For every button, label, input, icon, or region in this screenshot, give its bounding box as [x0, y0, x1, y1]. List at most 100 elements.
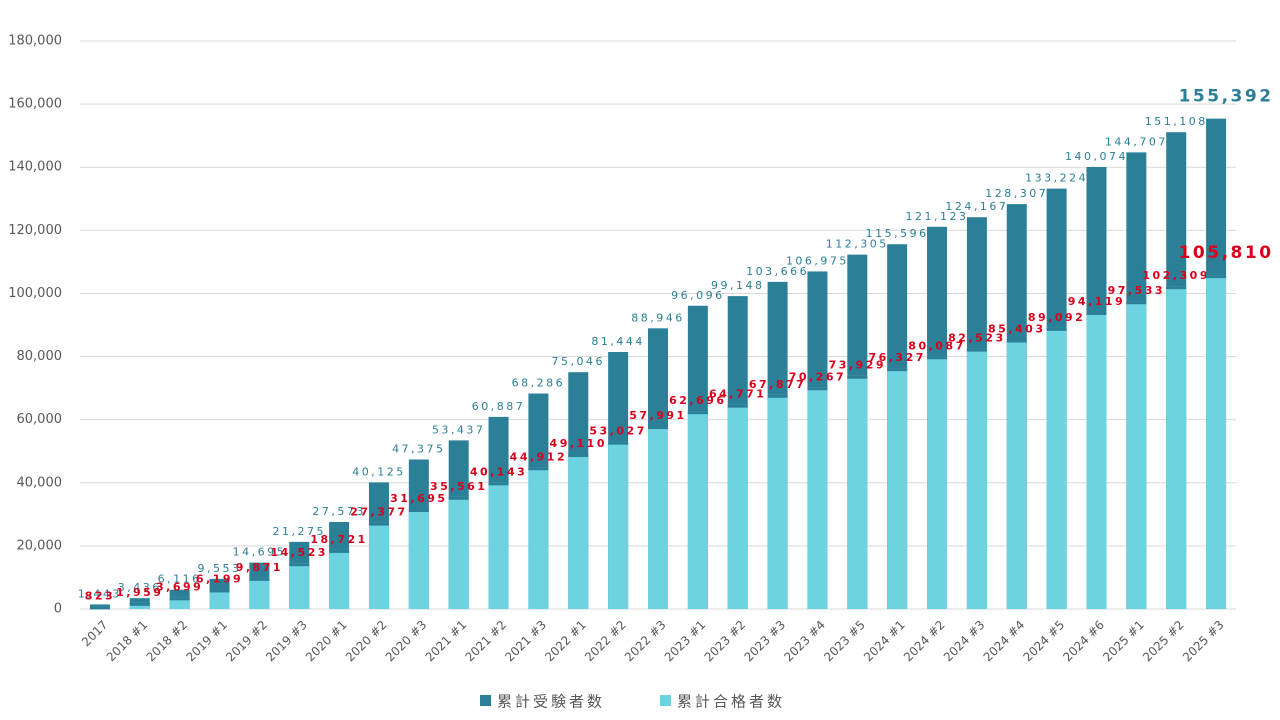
- data-label: 53,437: [432, 423, 486, 436]
- x-tick-label: 2017: [79, 618, 110, 649]
- bar: [1046, 327, 1067, 609]
- bar: [289, 563, 310, 609]
- data-label: 27,573: [312, 505, 366, 518]
- data-label: 82,523: [948, 332, 1005, 345]
- data-label: 31,695: [390, 492, 447, 505]
- bar: [368, 522, 389, 609]
- data-label: 3,436: [118, 581, 162, 594]
- bar: [1006, 339, 1027, 609]
- x-tick-label: 2019 #3: [263, 618, 310, 665]
- bar-cap: [289, 563, 310, 567]
- bar-cap: [887, 368, 908, 372]
- bar: [966, 348, 987, 609]
- data-label: 106,975: [786, 254, 849, 267]
- legend-label: 累計合格者数: [677, 693, 785, 711]
- bar: [648, 426, 668, 609]
- y-tick-label: 100,000: [8, 286, 62, 301]
- data-label: 6,116: [158, 573, 202, 586]
- bar-cap: [1046, 327, 1067, 331]
- bar-cap: [89, 606, 110, 610]
- bar-cap: [568, 454, 589, 458]
- data-label: 823: [85, 589, 115, 602]
- bar: [767, 394, 788, 609]
- data-label: 121,123: [906, 210, 969, 223]
- x-tick-label: 2024 #3: [941, 618, 988, 665]
- legend-swatch: [660, 695, 671, 706]
- x-tick-label: 2024 #2: [901, 618, 948, 665]
- data-label: 102,309: [1142, 269, 1210, 282]
- data-label: 1,443: [78, 587, 122, 600]
- data-label: 75,046: [552, 355, 606, 368]
- data-label: 140,074: [1065, 150, 1128, 163]
- data-label: 9,871: [236, 561, 283, 574]
- x-tick-label: 2020 #3: [383, 618, 430, 665]
- data-label: 35,561: [430, 480, 487, 493]
- data-label: 94,119: [1068, 295, 1125, 308]
- bar-cap: [1166, 286, 1187, 290]
- legend-swatch: [480, 695, 491, 706]
- y-tick-label: 180,000: [8, 34, 62, 49]
- x-tick-label: 2023 #3: [741, 618, 788, 665]
- bar-cap: [129, 602, 150, 606]
- data-label: 40,143: [470, 465, 527, 478]
- data-label: 128,307: [985, 187, 1048, 200]
- bar-cap: [966, 348, 987, 352]
- data-label: 49,110: [550, 437, 607, 450]
- data-label: 105,810: [1179, 243, 1274, 263]
- x-tick-label: 2019 #2: [223, 618, 270, 665]
- bar-cap: [528, 467, 549, 471]
- data-label: 115,596: [866, 227, 929, 240]
- data-label: 21,275: [272, 525, 326, 538]
- bar-cap: [1126, 301, 1147, 305]
- data-label: 144,707: [1105, 135, 1168, 148]
- data-label: 99,148: [711, 279, 765, 292]
- data-label: 18,721: [310, 533, 367, 546]
- data-label: 81,444: [591, 335, 645, 348]
- bar-cap: [608, 441, 629, 445]
- x-tick-label: 2023 #4: [781, 618, 828, 665]
- data-label: 103,666: [746, 265, 809, 278]
- bar-cap: [448, 496, 469, 500]
- bar: [1126, 301, 1147, 609]
- x-tick-label: 2021 #3: [502, 618, 549, 665]
- bar: [1086, 312, 1107, 609]
- data-label: 60,887: [472, 400, 526, 413]
- bar-cap: [927, 356, 948, 360]
- bar-cap: [1206, 275, 1227, 279]
- data-label: 80,087: [908, 339, 965, 352]
- y-tick-label: 140,000: [8, 160, 62, 175]
- data-label: 53,027: [589, 425, 646, 438]
- y-tick-label: 160,000: [8, 97, 62, 112]
- x-tick-label: 2024 #6: [1060, 618, 1107, 665]
- bar-cap: [169, 597, 190, 601]
- bar: [129, 602, 150, 609]
- bar-cap: [1086, 312, 1107, 316]
- y-tick-label: 60,000: [17, 412, 63, 427]
- bar-cap: [488, 482, 509, 486]
- data-label: 6,199: [196, 572, 243, 585]
- data-label: 85,403: [988, 323, 1045, 336]
- data-label: 57,991: [629, 409, 686, 422]
- x-tick-label: 2025 #2: [1140, 618, 1187, 665]
- bar-cap: [847, 375, 868, 379]
- bar: [927, 356, 948, 609]
- bar-cap: [807, 387, 828, 391]
- bar: [209, 589, 230, 609]
- bar: [448, 496, 469, 609]
- data-label: 124,167: [945, 200, 1008, 213]
- data-label: 64,771: [709, 388, 766, 401]
- data-label: 151,108: [1145, 115, 1208, 128]
- x-tick-label: 2019 #1: [183, 618, 230, 665]
- legend-label: 累計受験者数: [497, 693, 605, 711]
- bar-cap: [329, 549, 350, 553]
- data-label: 89,092: [1028, 311, 1085, 324]
- bar: [608, 441, 629, 609]
- data-label: 76,327: [868, 351, 925, 364]
- data-label: 44,912: [510, 450, 567, 463]
- x-tick-label: 2022 #1: [542, 618, 589, 665]
- x-tick-label: 2023 #1: [662, 618, 709, 665]
- data-label: 14,523: [271, 546, 328, 559]
- y-tick-label: 40,000: [17, 475, 63, 490]
- data-label: 73,929: [829, 359, 886, 372]
